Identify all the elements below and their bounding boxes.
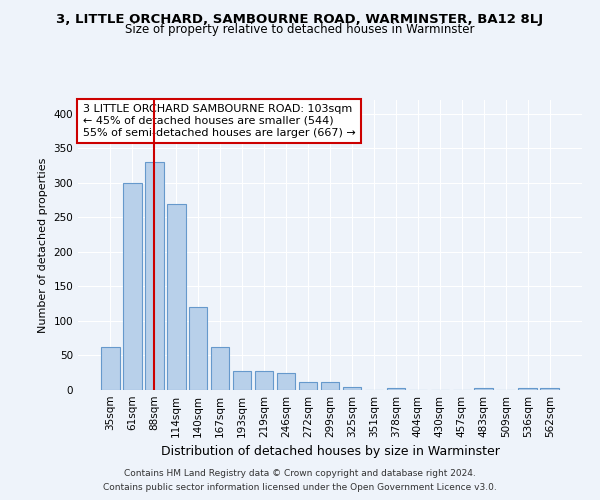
Bar: [299, 382, 317, 390]
Text: Contains HM Land Registry data © Crown copyright and database right 2024.: Contains HM Land Registry data © Crown c…: [124, 468, 476, 477]
Bar: [211, 346, 229, 390]
Bar: [167, 204, 185, 390]
Bar: [277, 374, 295, 390]
X-axis label: Distribution of detached houses by size in Warminster: Distribution of detached houses by size …: [161, 446, 499, 458]
Bar: [475, 388, 493, 390]
Text: 3, LITTLE ORCHARD, SAMBOURNE ROAD, WARMINSTER, BA12 8LJ: 3, LITTLE ORCHARD, SAMBOURNE ROAD, WARMI…: [56, 12, 544, 26]
Text: 3 LITTLE ORCHARD SAMBOURNE ROAD: 103sqm
← 45% of detached houses are smaller (54: 3 LITTLE ORCHARD SAMBOURNE ROAD: 103sqm …: [83, 104, 356, 138]
Bar: [189, 307, 208, 390]
Bar: [320, 382, 340, 390]
Bar: [145, 162, 164, 390]
Text: Contains public sector information licensed under the Open Government Licence v3: Contains public sector information licen…: [103, 484, 497, 492]
Bar: [233, 372, 251, 390]
Bar: [518, 388, 537, 390]
Bar: [343, 387, 361, 390]
Bar: [123, 183, 142, 390]
Text: Size of property relative to detached houses in Warminster: Size of property relative to detached ho…: [125, 22, 475, 36]
Bar: [101, 347, 119, 390]
Bar: [386, 388, 405, 390]
Bar: [541, 388, 559, 390]
Bar: [255, 372, 274, 390]
Y-axis label: Number of detached properties: Number of detached properties: [38, 158, 48, 332]
